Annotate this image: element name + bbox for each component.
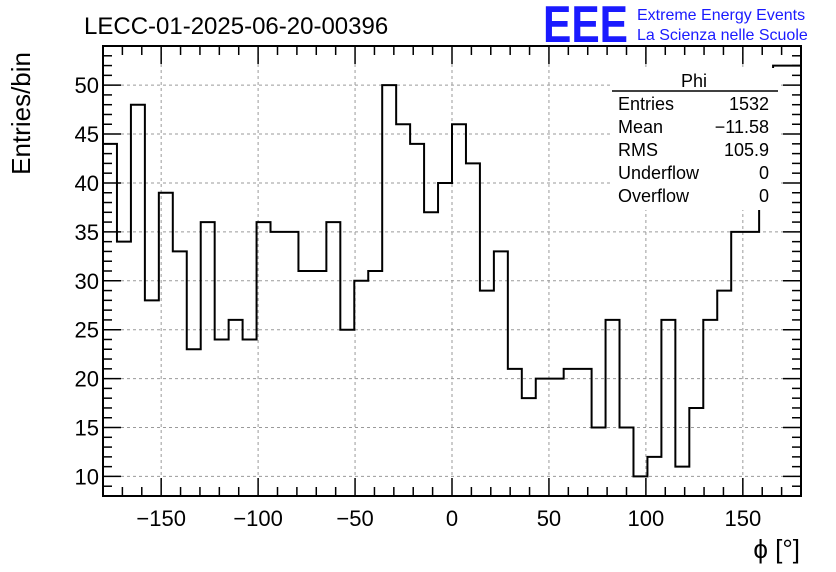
y-tick-label: 15 [75, 416, 99, 441]
chart-title: LECC-01-2025-06-20-00396 [84, 13, 388, 40]
stats-row-label: Entries [618, 94, 674, 114]
stats-row-label: Overflow [618, 186, 690, 206]
y-tick-label: 20 [75, 367, 99, 392]
eee-logo-mark: EEE [543, 0, 628, 54]
histogram-line [103, 64, 801, 478]
x-tick-label: 100 [628, 506, 665, 531]
axis-ticks [102, 45, 802, 496]
y-tick-label: 45 [75, 122, 99, 147]
x-axis-title: ϕ [°] [753, 534, 800, 564]
stats-row-value: 1532 [729, 94, 769, 114]
y-tick-label: 35 [75, 220, 99, 245]
stats-row-value: 0 [759, 186, 769, 206]
x-tick-label: −100 [233, 506, 283, 531]
y-tick-label: 10 [75, 464, 99, 489]
stats-row-label: RMS [618, 140, 658, 160]
stats-row-label: Underflow [618, 163, 700, 183]
x-tick-label: −50 [336, 506, 373, 531]
x-tick-label: −150 [136, 506, 186, 531]
y-tick-labels: 10 15 20 25 30 35 40 45 50 [75, 73, 99, 489]
x-tick-label: 50 [537, 506, 561, 531]
y-tick-label: 25 [75, 318, 99, 343]
y-tick-label: 50 [75, 73, 99, 98]
stats-row-value: −11.58 [715, 117, 769, 137]
stats-box: Phi Entries 1532 Mean −11.58 RMS 105.9 Underfl… [610, 68, 780, 210]
y-tick-label: 40 [75, 171, 99, 196]
stats-row-value: 105.9 [724, 140, 769, 160]
y-tick-label: 30 [75, 269, 99, 294]
stats-row-value: 0 [759, 163, 769, 183]
stats-rows: Entries 1532 Mean −11.58 RMS 105.9 Underflow 0 O… [618, 94, 769, 206]
x-tick-label: 0 [446, 506, 458, 531]
y-axis-title: Entries/bin [6, 52, 36, 175]
stats-row-label: Mean [618, 117, 663, 137]
logo-line-2: La Scienza nelle Scuole [637, 27, 808, 44]
x-tick-labels: −150 −100 −50 0 50 100 150 [136, 506, 761, 531]
stats-title: Phi [681, 71, 707, 91]
logo-line-1: Extreme Energy Events [637, 7, 805, 24]
x-tick-label: 150 [724, 506, 761, 531]
